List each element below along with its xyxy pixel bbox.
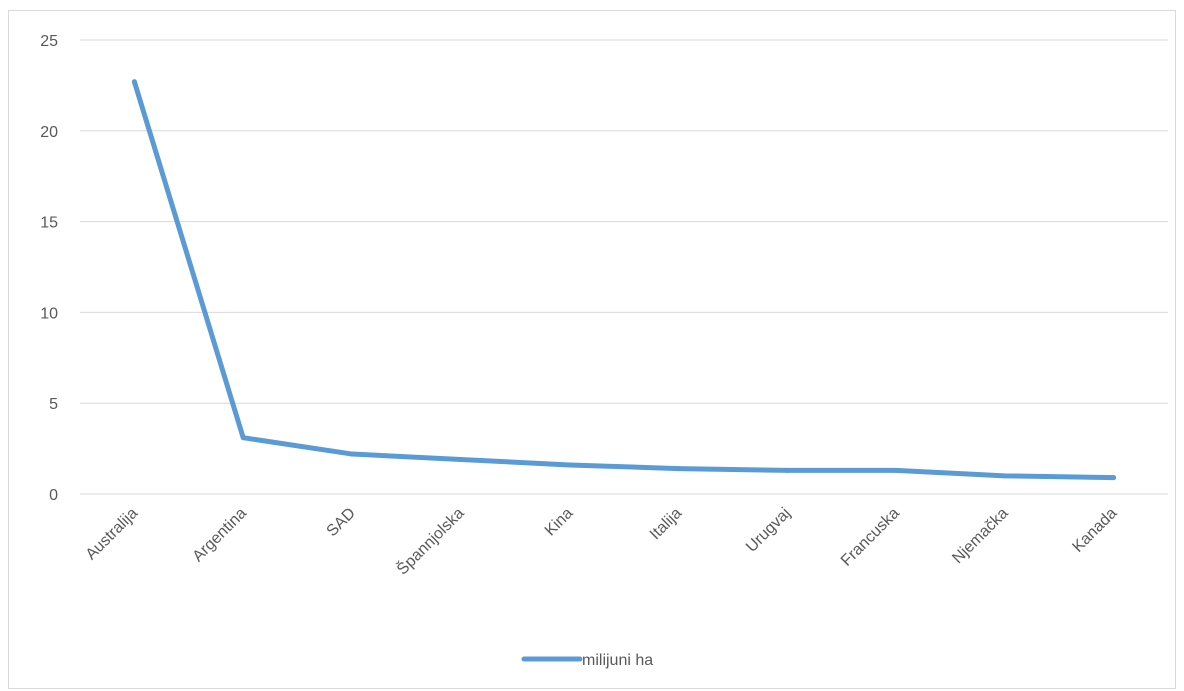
x-tick-label-1: Australija xyxy=(83,505,142,564)
y-tick-label-15: 15 xyxy=(40,215,58,232)
x-tick-label-6: Italija xyxy=(647,505,686,544)
x-tick-label-7: Urugvaj xyxy=(743,505,794,556)
y-axis-tick-labels: 0 5 10 15 20 25 xyxy=(40,33,58,504)
x-tick-label-10: Kanada xyxy=(1069,505,1120,556)
y-tick-label-20: 20 xyxy=(40,124,58,141)
legend-label-milijuni-ha: milijuni ha xyxy=(582,652,653,669)
data-point-Kina xyxy=(567,462,573,468)
x-tick-label-3: SAD xyxy=(324,505,359,540)
x-tick-label-8: Francuska xyxy=(838,505,903,570)
series-line-1 xyxy=(131,79,1117,481)
data-point-Francuska xyxy=(893,467,899,473)
x-tick-label-5: Kina xyxy=(542,505,577,540)
y-tick-label-0: 0 xyxy=(49,487,58,504)
x-tick-label-9: Njemačka xyxy=(949,505,1011,567)
gridlines xyxy=(80,39,1168,495)
data-point-Italija xyxy=(675,466,681,472)
x-tick-label-2: Argentina xyxy=(190,505,251,566)
chart-frame xyxy=(8,10,1176,689)
series-group xyxy=(131,79,1117,481)
data-point-Špannjolska xyxy=(458,456,464,462)
data-point-SAD xyxy=(349,451,355,457)
y-tick-label-25: 25 xyxy=(40,33,58,50)
data-point-Argentina xyxy=(240,435,246,441)
x-axis-tick-labels: Australija Argentina SAD Špannjolska Kina Ita… xyxy=(83,503,1121,578)
x-tick-label-4: Špannjolska xyxy=(393,503,468,578)
legend: milijuni ha xyxy=(521,652,653,669)
y-tick-label-5: 5 xyxy=(49,396,58,413)
data-point-Australija xyxy=(131,79,137,85)
data-point-Kanada xyxy=(1111,475,1117,481)
data-point-Njemačka xyxy=(1002,473,1008,479)
y-tick-label-10: 10 xyxy=(40,305,58,322)
data-point-Urugvaj xyxy=(784,467,790,473)
